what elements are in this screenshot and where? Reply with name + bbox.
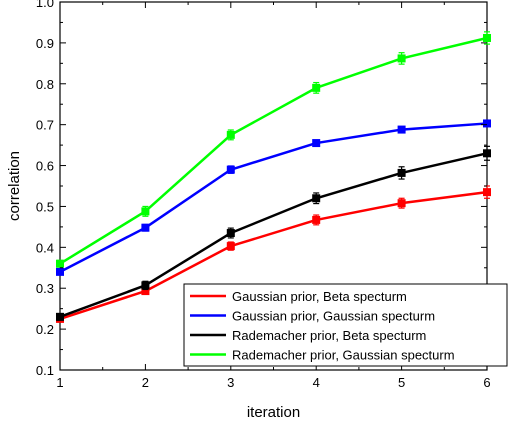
data-point bbox=[141, 207, 150, 216]
legend-label: Rademacher prior, Beta specturm bbox=[232, 328, 426, 343]
y-tick-label: 0.7 bbox=[36, 118, 54, 133]
series-line bbox=[59, 122, 488, 273]
data-point bbox=[56, 259, 64, 268]
legend-label: Rademacher prior, Gaussian specturm bbox=[232, 348, 455, 363]
data-point bbox=[483, 119, 491, 128]
data-point bbox=[312, 139, 321, 148]
x-tick-label: 3 bbox=[227, 375, 234, 390]
data-point bbox=[312, 83, 321, 92]
data-point bbox=[226, 165, 235, 174]
data-point bbox=[226, 229, 235, 238]
series-line bbox=[59, 36, 488, 265]
y-axis-title: correlation bbox=[6, 151, 23, 221]
series-layer bbox=[56, 31, 491, 323]
x-tick-label: 2 bbox=[142, 375, 149, 390]
y-tick-label: 0.2 bbox=[36, 322, 54, 337]
x-tick-label: 6 bbox=[483, 375, 490, 390]
y-tick-label: 0.3 bbox=[36, 281, 54, 296]
data-point bbox=[397, 125, 406, 134]
data-point bbox=[397, 168, 406, 177]
y-tick-label: 0.5 bbox=[36, 199, 54, 214]
data-point bbox=[141, 287, 150, 296]
data-point bbox=[141, 281, 150, 290]
data-point bbox=[312, 194, 321, 203]
series-2 bbox=[56, 119, 491, 276]
legend-box bbox=[183, 283, 508, 367]
series-line bbox=[59, 152, 488, 319]
data-point bbox=[141, 223, 150, 232]
y-tick-label: 1.0 bbox=[36, 0, 54, 10]
data-point bbox=[226, 130, 235, 139]
data-point bbox=[397, 54, 406, 63]
x-tick-label: 4 bbox=[313, 375, 320, 390]
series-4 bbox=[56, 31, 491, 268]
data-point bbox=[397, 199, 406, 208]
series-3 bbox=[56, 145, 491, 321]
x-axis-title: iteration bbox=[247, 404, 300, 421]
y-tick-label: 0.4 bbox=[36, 240, 54, 255]
x-tick-label: 5 bbox=[398, 375, 405, 390]
data-point bbox=[483, 149, 491, 158]
y-tick-label: 0.6 bbox=[36, 159, 54, 174]
data-point bbox=[483, 33, 491, 42]
data-point bbox=[56, 312, 64, 321]
data-point bbox=[226, 242, 235, 251]
series-line bbox=[59, 190, 488, 321]
data-point bbox=[312, 215, 321, 224]
legend-label: Gaussian prior, Gaussian specturm bbox=[232, 309, 435, 324]
y-tick-label: 0.1 bbox=[36, 363, 54, 378]
x-tick-label: 1 bbox=[56, 375, 63, 390]
y-tick-label: 0.9 bbox=[36, 36, 54, 51]
legend: Gaussian prior, Beta specturm Gaussian pr… bbox=[183, 283, 508, 367]
y-tick-label: 0.8 bbox=[36, 77, 54, 92]
data-point bbox=[483, 188, 491, 197]
data-point bbox=[56, 267, 64, 276]
legend-label: Gaussian prior, Beta specturm bbox=[232, 289, 407, 304]
